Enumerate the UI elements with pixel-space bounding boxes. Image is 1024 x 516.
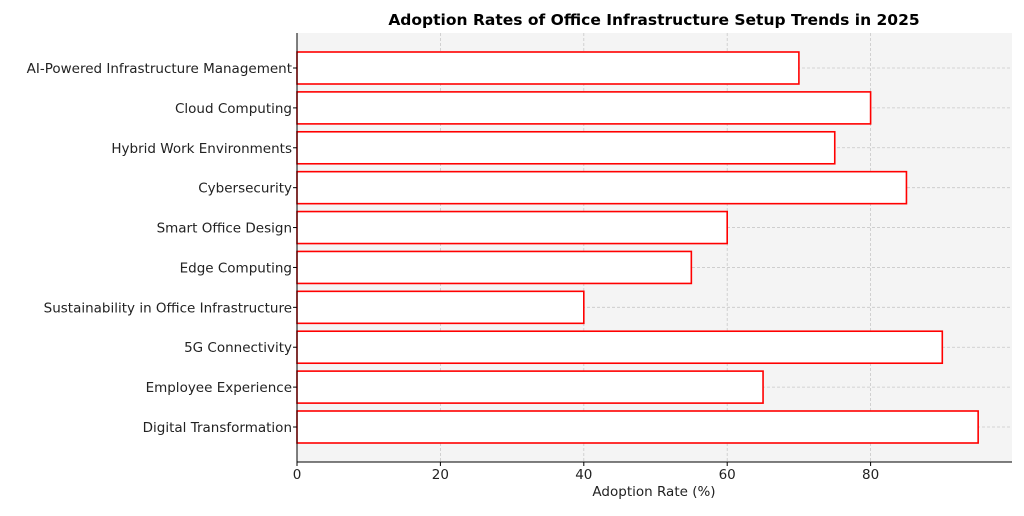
x-tick-labels: 0 20 40 60 80 xyxy=(293,462,879,483)
chart-title: Adoption Rates of Office Infrastructure … xyxy=(388,11,919,29)
y-tick-label: Smart Office Design xyxy=(157,221,292,237)
y-tick-label: Cybersecurity xyxy=(198,181,292,197)
x-tick-label: 0 xyxy=(293,467,302,483)
bars xyxy=(296,51,979,444)
y-tick-label: Digital Transformation xyxy=(143,420,292,436)
bar xyxy=(296,330,944,365)
y-tick-label: AI-Powered Infrastructure Management xyxy=(27,61,292,77)
bar xyxy=(296,91,872,125)
y-tick-label: 5G Connectivity xyxy=(184,340,292,356)
bar xyxy=(296,210,729,245)
bar xyxy=(296,130,836,165)
x-tick-label: 40 xyxy=(575,467,592,483)
bar xyxy=(296,410,979,444)
bar xyxy=(296,250,693,285)
x-tick-label: 20 xyxy=(432,467,449,483)
y-tick-label: Hybrid Work Environments xyxy=(111,141,292,157)
x-tick-label: 80 xyxy=(862,467,879,483)
x-tick-label: 60 xyxy=(719,467,736,483)
bar xyxy=(296,51,800,85)
x-axis-label: Adoption Rate (%) xyxy=(592,484,715,500)
bar xyxy=(296,370,764,404)
y-tick-label: Sustainability in Office Infrastructure xyxy=(44,300,292,316)
bar xyxy=(296,170,908,205)
y-tick-labels: AI-Powered Infrastructure Management Clou… xyxy=(27,61,297,436)
y-tick-label: Cloud Computing xyxy=(175,101,292,117)
bar xyxy=(296,290,585,325)
y-tick-label: Edge Computing xyxy=(180,260,292,276)
y-tick-label: Employee Experience xyxy=(146,380,292,396)
